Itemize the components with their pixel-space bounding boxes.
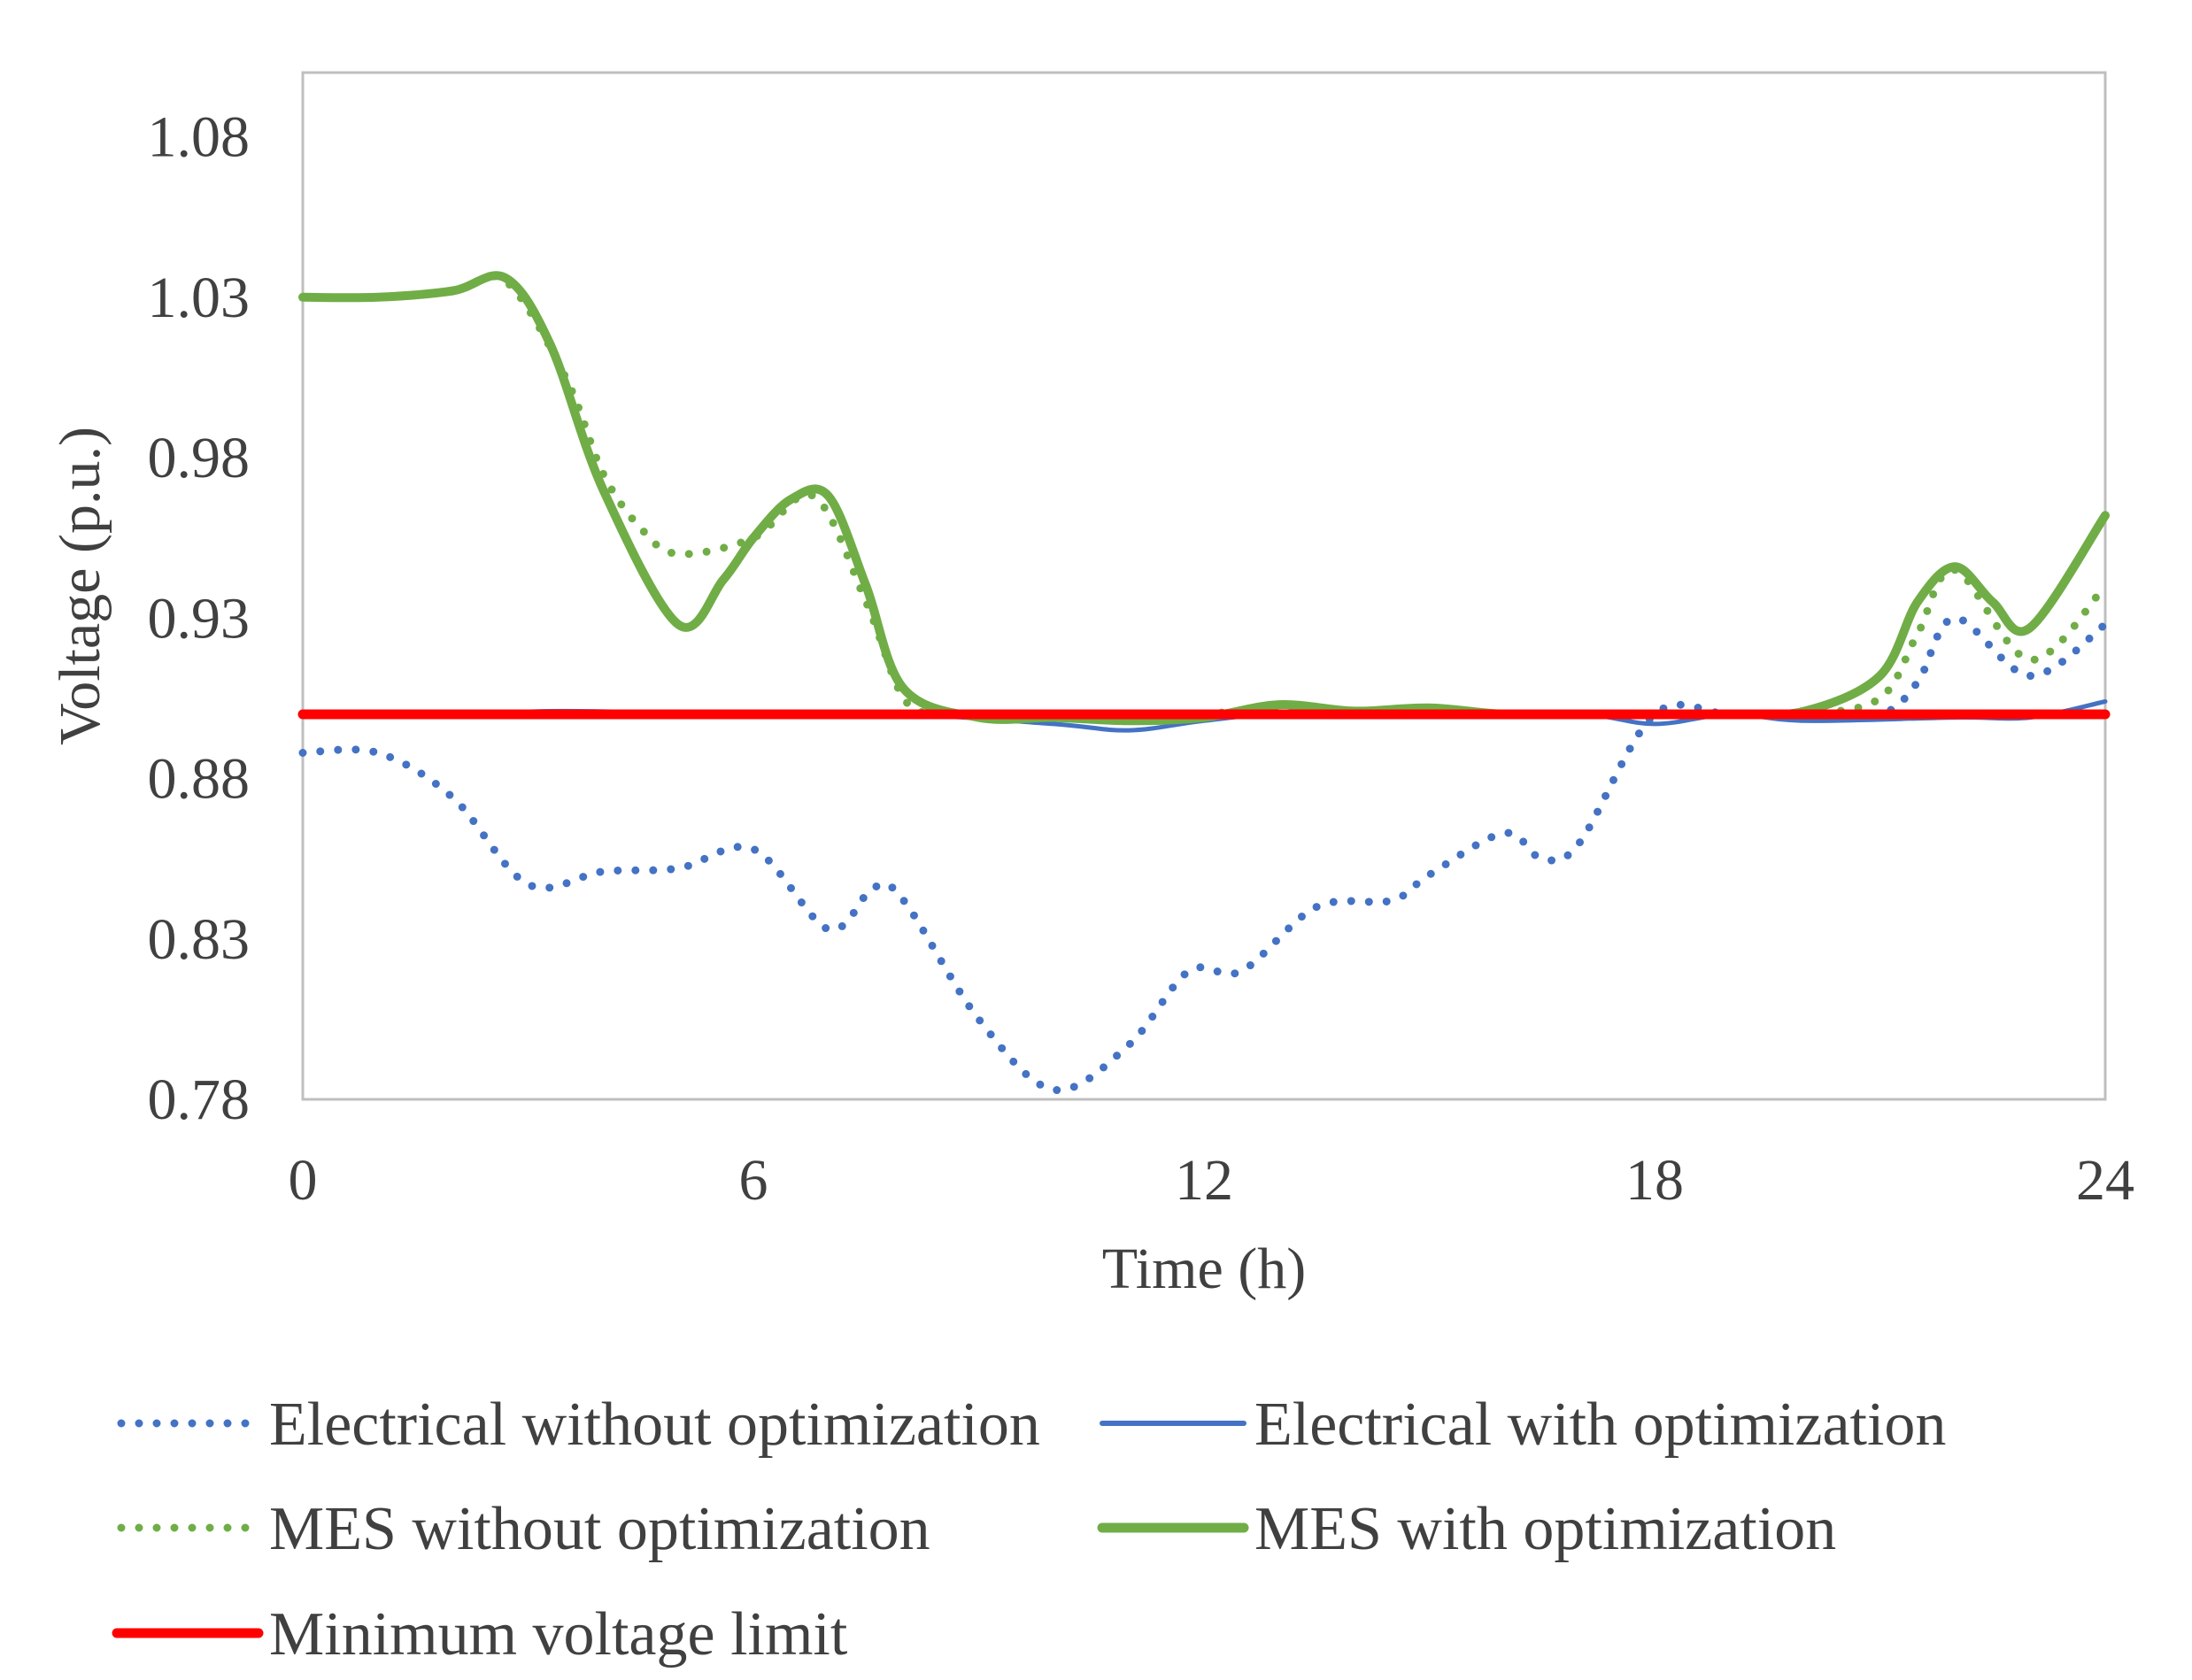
legend: Electrical without optimization Electrica… — [112, 1391, 1946, 1668]
legend-label: MES with optimization — [1254, 1495, 1836, 1563]
x-tick-label: 18 — [1625, 1148, 1684, 1213]
legend-label: MES without optimization — [269, 1495, 930, 1563]
y-tick-label: 0.88 — [148, 747, 251, 812]
x-tick-label: 0 — [289, 1148, 318, 1213]
legend-item-mes-without-optimization: MES without optimization — [117, 1495, 930, 1563]
plot-area-frame — [301, 71, 2107, 1101]
y-tick-label: 1.03 — [148, 266, 251, 330]
y-tick-label: 0.78 — [148, 1067, 251, 1132]
series-layer — [297, 271, 2111, 1095]
y-tick-label: 0.83 — [148, 907, 251, 972]
legend-item-electrical-without-optimization: Electrical without optimization — [117, 1391, 1040, 1459]
series-line-electrical-without-optimization — [298, 613, 2110, 1095]
y-tick-label: 0.98 — [148, 426, 251, 490]
legend-label: Electrical without optimization — [269, 1391, 1040, 1459]
y-tick-label: 1.08 — [148, 105, 251, 170]
x-axis-ticks: 0 6 12 18 24 — [289, 1148, 2135, 1213]
legend-label: Electrical with optimization — [1254, 1391, 1946, 1459]
y-tick-label: 0.93 — [148, 586, 251, 651]
y-axis-ticks: 0.78 0.83 0.88 0.93 0.98 1.03 1.08 — [148, 105, 251, 1133]
series-line-mes-without-optimization — [298, 272, 2110, 725]
x-tick-label: 6 — [739, 1148, 768, 1213]
legend-item-mes-with-optimization: MES with optimization — [1097, 1495, 1836, 1563]
legend-label: Minimum voltage limit — [269, 1600, 848, 1668]
x-axis-title: Time (h) — [1102, 1237, 1306, 1301]
legend-item-electrical-with-optimization: Electrical with optimization — [1100, 1391, 1946, 1459]
x-tick-label: 24 — [2076, 1148, 2134, 1213]
y-axis-title: Voltage (p.u.) — [48, 427, 112, 745]
series-line-mes-with-optimization — [298, 271, 2110, 726]
x-tick-label: 12 — [1175, 1148, 1233, 1213]
legend-item-minimum-voltage-limit: Minimum voltage limit — [112, 1600, 848, 1668]
